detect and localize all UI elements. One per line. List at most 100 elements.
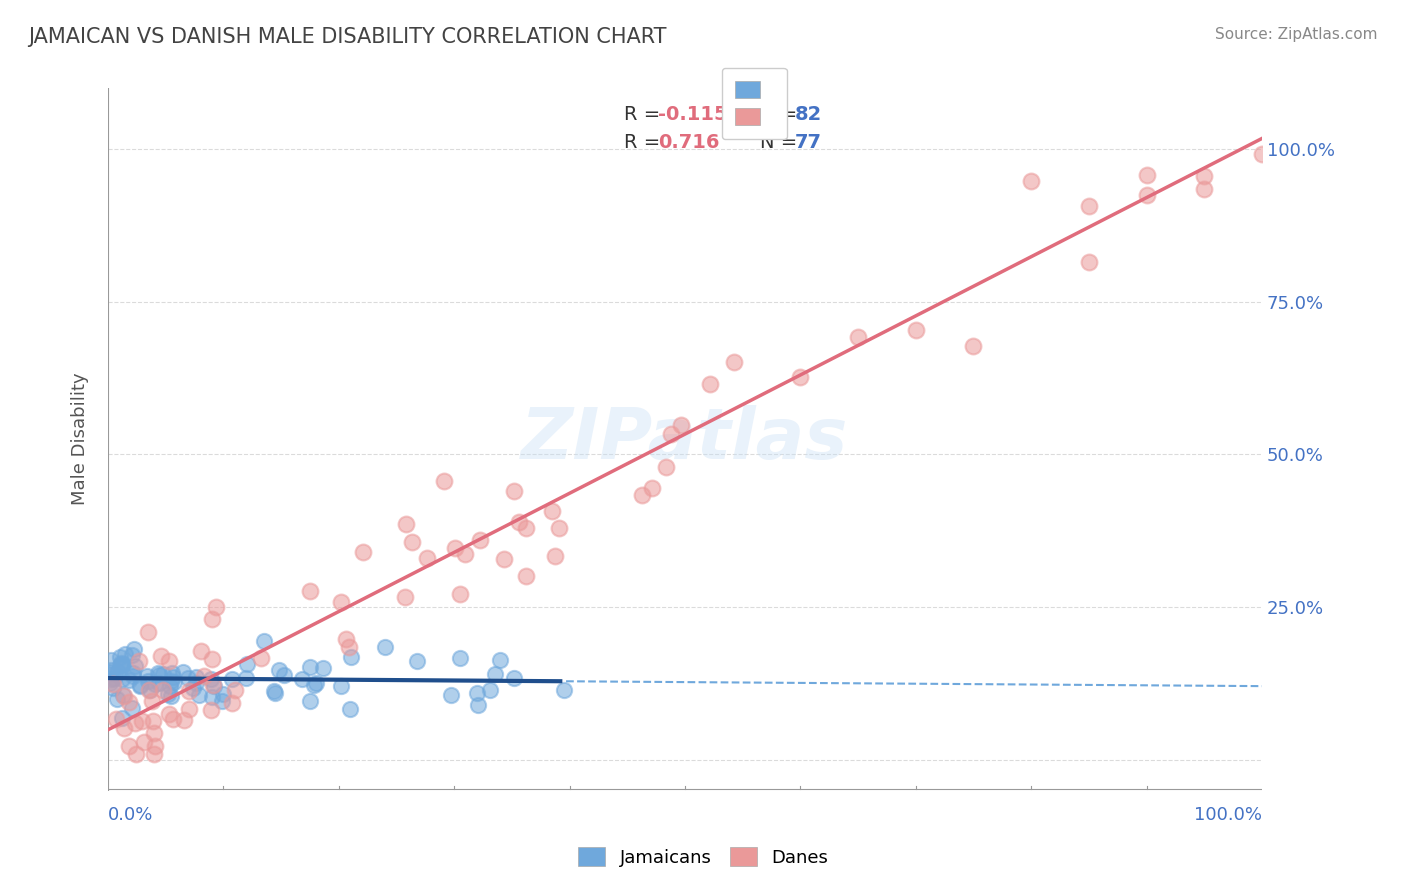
Point	[177, 671, 200, 685]
Point	[98, 665, 121, 679]
Point	[299, 584, 322, 599]
Point	[159, 679, 181, 693]
Point	[138, 682, 160, 697]
Point	[157, 655, 180, 669]
Point	[654, 459, 676, 474]
Point	[128, 679, 150, 693]
Point	[142, 726, 165, 740]
Point	[846, 329, 869, 343]
Point	[352, 545, 374, 559]
Point	[131, 714, 153, 728]
Point	[1192, 169, 1215, 183]
Point	[205, 600, 228, 615]
Point	[470, 533, 492, 548]
Point	[699, 377, 721, 392]
Point	[157, 707, 180, 722]
Point	[105, 692, 128, 706]
Point	[111, 711, 134, 725]
Point	[544, 549, 567, 564]
Point	[160, 665, 183, 680]
Point	[148, 675, 170, 690]
Text: Source: ZipAtlas.com: Source: ZipAtlas.com	[1215, 27, 1378, 42]
Point	[502, 484, 524, 499]
Point	[330, 679, 353, 693]
Text: N =: N =	[761, 133, 803, 153]
Y-axis label: Male Disability: Male Disability	[72, 373, 89, 506]
Point	[484, 667, 506, 681]
Point	[235, 671, 257, 685]
Point	[1135, 188, 1157, 202]
Point	[122, 666, 145, 681]
Point	[406, 654, 429, 668]
Point	[121, 701, 143, 715]
Text: R =: R =	[624, 133, 666, 153]
Text: 0.0%: 0.0%	[108, 805, 153, 824]
Point	[184, 676, 207, 690]
Point	[211, 694, 233, 708]
Point	[104, 666, 127, 681]
Point	[143, 677, 166, 691]
Point	[515, 521, 537, 535]
Point	[273, 667, 295, 681]
Point	[118, 739, 141, 753]
Point	[1077, 199, 1099, 213]
Point	[221, 673, 243, 687]
Point	[339, 702, 361, 716]
Point	[148, 668, 170, 682]
Point	[250, 651, 273, 665]
Point	[221, 696, 243, 710]
Point	[118, 673, 141, 688]
Text: N =: N =	[761, 105, 803, 124]
Point	[121, 648, 143, 662]
Point	[302, 678, 325, 692]
Point	[1019, 174, 1042, 188]
Point	[631, 488, 654, 502]
Point	[449, 650, 471, 665]
Point	[640, 482, 662, 496]
Point	[112, 689, 135, 703]
Point	[149, 649, 172, 664]
Text: 0.716: 0.716	[658, 133, 720, 153]
Point	[335, 632, 357, 647]
Point	[444, 541, 467, 556]
Point	[142, 747, 165, 761]
Point	[136, 669, 159, 683]
Point	[440, 688, 463, 702]
Point	[449, 586, 471, 600]
Point	[454, 548, 477, 562]
Point	[100, 653, 122, 667]
Point	[540, 504, 562, 518]
Point	[202, 678, 225, 692]
Point	[184, 670, 207, 684]
Point	[1077, 255, 1099, 269]
Point	[162, 670, 184, 684]
Point	[904, 323, 927, 337]
Point	[204, 679, 226, 693]
Point	[401, 535, 423, 549]
Point	[141, 694, 163, 708]
Point	[789, 370, 811, 384]
Point	[236, 657, 259, 671]
Point	[723, 355, 745, 369]
Point	[489, 653, 512, 667]
Text: 100.0%: 100.0%	[1194, 805, 1263, 824]
Point	[311, 661, 333, 675]
Point	[100, 663, 122, 677]
Text: -0.115: -0.115	[658, 105, 728, 124]
Point	[465, 686, 488, 700]
Point	[114, 647, 136, 661]
Point	[162, 712, 184, 726]
Point	[433, 475, 456, 489]
Point	[173, 713, 195, 727]
Point	[108, 649, 131, 664]
Point	[201, 612, 224, 626]
Point	[298, 694, 321, 708]
Point	[124, 659, 146, 673]
Point	[503, 671, 526, 685]
Point	[395, 517, 418, 532]
Point	[253, 634, 276, 648]
Point	[100, 675, 122, 690]
Point	[108, 658, 131, 673]
Point	[122, 641, 145, 656]
Point	[339, 649, 361, 664]
